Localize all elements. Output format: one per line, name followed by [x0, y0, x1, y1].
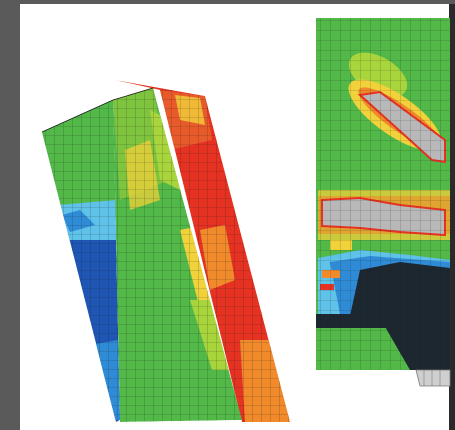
panel-support [416, 370, 450, 386]
column-model [30, 70, 300, 430]
panel-model [316, 18, 452, 370]
